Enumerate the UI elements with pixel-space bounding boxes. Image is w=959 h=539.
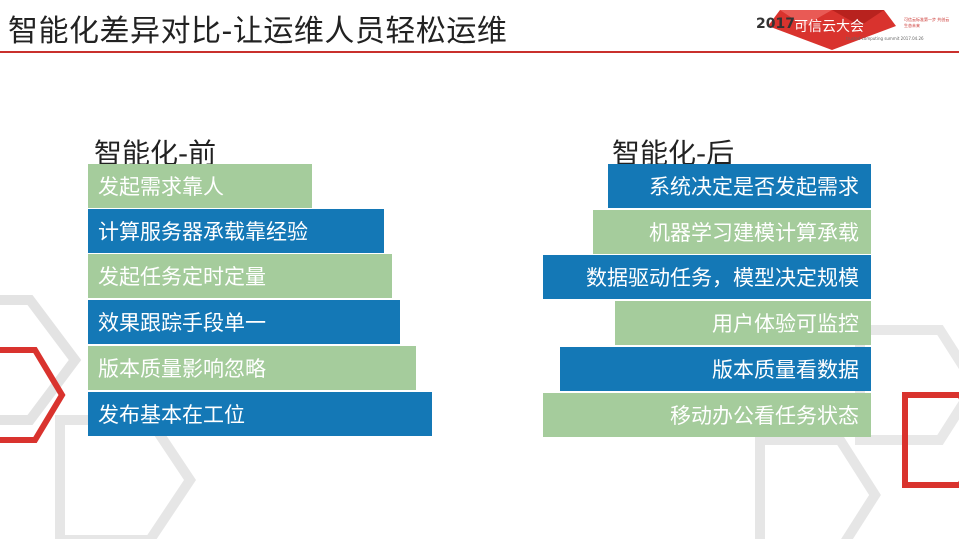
conference-logo: 2017 可信云大会 trusted computing summit 2017…: [734, 6, 952, 52]
title-divider: [0, 51, 959, 53]
logo-subtitle: trusted computing summit 2017.04.26: [846, 36, 924, 41]
before-item-4: 效果跟踪手段单一: [88, 300, 400, 344]
before-item-3: 发起任务定时定量: [88, 254, 392, 298]
logo-slogan: 可信云标准第一步 共创云生态未来: [904, 17, 950, 28]
after-item-3: 数据驱动任务，模型决定规模: [543, 255, 871, 299]
before-item-5: 版本质量影响忽略: [88, 346, 416, 390]
after-item-4: 用户体验可监控: [615, 301, 871, 345]
page-title: 智能化差异对比-让运维人员轻松运维: [8, 14, 508, 49]
before-item-2: 计算服务器承载靠经验: [88, 209, 384, 253]
after-item-2: 机器学习建模计算承载: [593, 210, 871, 254]
diamond-logo-icon: [768, 10, 896, 50]
before-item-1: 发起需求靠人: [88, 164, 312, 208]
after-item-5: 版本质量看数据: [560, 347, 871, 391]
after-item-6: 移动办公看任务状态: [543, 393, 871, 437]
logo-year: 2017: [756, 16, 795, 32]
logo-name: 可信云大会: [794, 19, 864, 35]
before-item-6: 发布基本在工位: [88, 392, 432, 436]
after-item-1: 系统决定是否发起需求: [608, 164, 871, 208]
